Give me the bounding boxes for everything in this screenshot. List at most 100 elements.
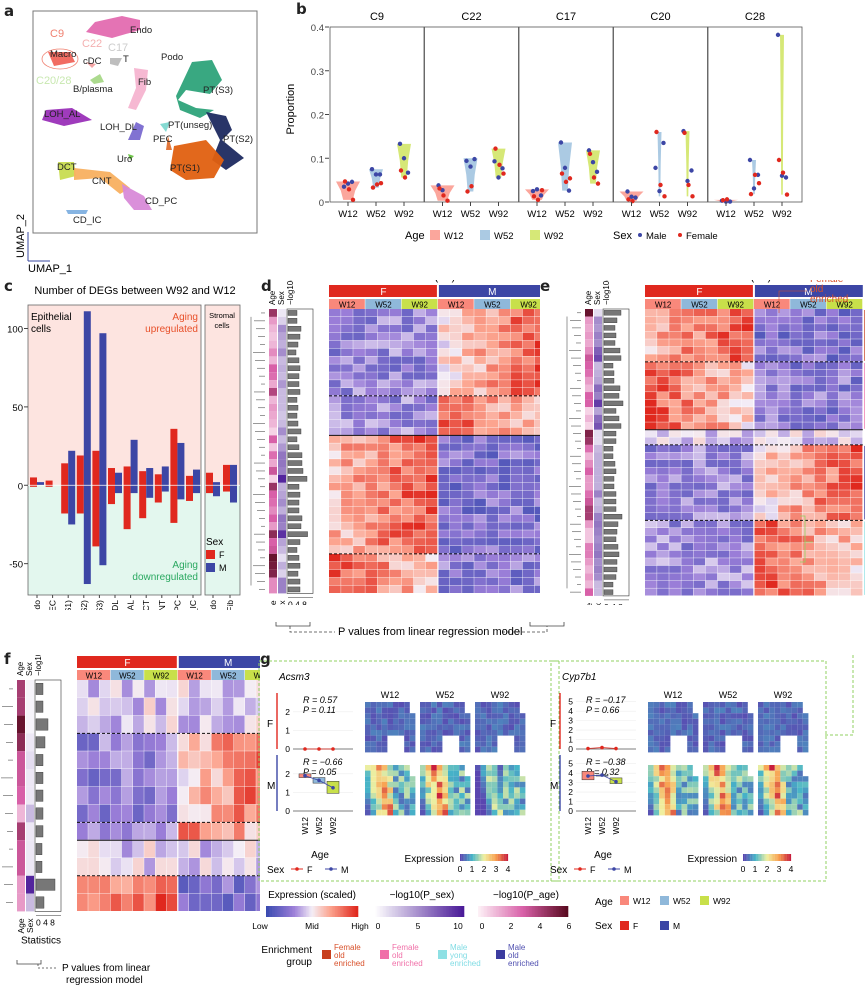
g-spatial-pixel: [376, 718, 382, 725]
heatmap-cell: [510, 467, 523, 475]
g-colorbar-step: [743, 854, 745, 861]
g-spatial-pixel: [519, 718, 526, 725]
g-spatial-pixel: [791, 798, 798, 805]
g-spatial-pixel: [653, 707, 660, 714]
heatmap-cell: [222, 680, 234, 698]
heatmap-cell: [645, 316, 657, 324]
b-xtick: W92: [489, 209, 509, 220]
g-spatial-pixel: [769, 793, 775, 799]
heatmap-cell: [693, 558, 706, 566]
heatmap-cell: [256, 680, 260, 698]
g-spatial-pixel: [431, 781, 437, 788]
g-spatial-pixel: [719, 746, 726, 753]
heatmap-cell: [329, 356, 341, 364]
g-spatial-pixel: [404, 741, 410, 747]
row-age-cell: [585, 505, 593, 513]
g-spatial-pixel: [491, 787, 498, 793]
g-spatial-pixel: [365, 702, 371, 708]
legend-expr-step: [293, 906, 296, 917]
b-point-female: [756, 180, 762, 186]
heatmap-cell: [534, 522, 540, 530]
heatmap-cell: [766, 467, 778, 475]
b-facet-title: C9: [370, 11, 384, 23]
g-spatial-pixel: [409, 781, 416, 788]
heatmap-cell: [850, 505, 863, 513]
heatmap-cell: [729, 369, 742, 377]
heatmap-cell: [802, 407, 814, 415]
g-spatial-pixel: [774, 809, 781, 816]
heatmap-cell: [814, 535, 827, 543]
heatmap-cell: [450, 340, 462, 349]
heatmap-cell: [753, 550, 766, 558]
legend-age-title: Age: [595, 897, 613, 908]
heatmap-cell: [657, 346, 669, 354]
g-spatial-pixel: [491, 707, 498, 714]
heatmap-cell: [534, 490, 540, 499]
heatmap-cell: [766, 316, 778, 324]
row-age-cell: [585, 444, 593, 453]
heatmap-cell: [717, 482, 730, 490]
heatmap-cell: [121, 822, 133, 840]
g-spatial-pixel: [480, 741, 487, 747]
g-spatial-pixel: [725, 781, 731, 788]
g-spatial-pixel: [365, 781, 371, 788]
heatmap-cell: [717, 550, 730, 558]
heatmap-cell: [329, 388, 341, 396]
g-spatial-pixel: [774, 798, 781, 805]
legend-expr-step: [336, 906, 339, 917]
legend-psex-step: [384, 906, 387, 917]
heatmap-cell: [413, 514, 426, 522]
g-spatial-pixel: [774, 746, 781, 753]
heatmap-cell: [425, 324, 438, 333]
g-spatial-pixel: [648, 741, 654, 747]
g-spatial-pixel: [791, 809, 798, 816]
g-colorbar-tick: 3: [777, 864, 782, 874]
heatmap-cell: [766, 475, 778, 483]
row-sex-cell: [278, 372, 286, 381]
heatmap-cell: [413, 467, 426, 475]
row-age-cell: [585, 324, 593, 332]
legend-page-step: [554, 906, 557, 917]
g-spatial-pixel: [714, 793, 720, 799]
heatmap-cell: [413, 340, 426, 349]
heatmap-cell: [389, 546, 402, 554]
b-point-female: [441, 193, 446, 198]
g-spatial-pixel: [763, 702, 770, 708]
heatmap-cell: [826, 550, 839, 558]
g-spatial-pixel: [708, 724, 715, 730]
c-bar-m-up: [146, 468, 154, 486]
g-spatial-pixel: [448, 798, 454, 805]
heatmap-cell: [838, 324, 851, 332]
umap-highlight-label-c22: C22: [82, 38, 102, 50]
g-colorbar-step: [769, 854, 771, 861]
heatmap-cell: [200, 875, 211, 894]
heatmap-cell: [741, 543, 754, 551]
heatmap-cell: [838, 512, 851, 520]
g-xtick: W52: [597, 817, 607, 835]
g-spatial-pixel: [664, 724, 671, 730]
g-colorbar-step: [497, 854, 499, 861]
heatmap-cell: [778, 339, 790, 347]
g-spatial-pixel: [742, 770, 748, 777]
row-sex-cell: [594, 497, 602, 506]
heatmap-cell: [522, 411, 535, 420]
legend-expr-step: [345, 906, 348, 917]
heatmap-cell: [766, 460, 778, 468]
heatmap-cell: [155, 786, 167, 805]
heatmap-cell: [377, 340, 390, 349]
heatmap-cell: [669, 460, 681, 468]
heatmap-cell: [681, 339, 693, 347]
g-spatial-pixel: [758, 809, 764, 816]
heatmap-cell: [121, 840, 133, 858]
heatmap-cell: [766, 429, 778, 437]
g-colorbar-step: [786, 854, 788, 861]
legend-psex-step: [431, 906, 433, 917]
g-spatial-pixel: [736, 804, 743, 810]
row-pvalue-bar: [35, 683, 44, 695]
umap-highlight-c9: [41, 48, 79, 70]
g-colorbar-step: [753, 854, 756, 861]
heatmap-cell: [534, 309, 540, 317]
legend-psex-step: [456, 906, 459, 917]
heatmap-cell: [413, 474, 426, 483]
g-spatial-pixel: [774, 741, 781, 747]
